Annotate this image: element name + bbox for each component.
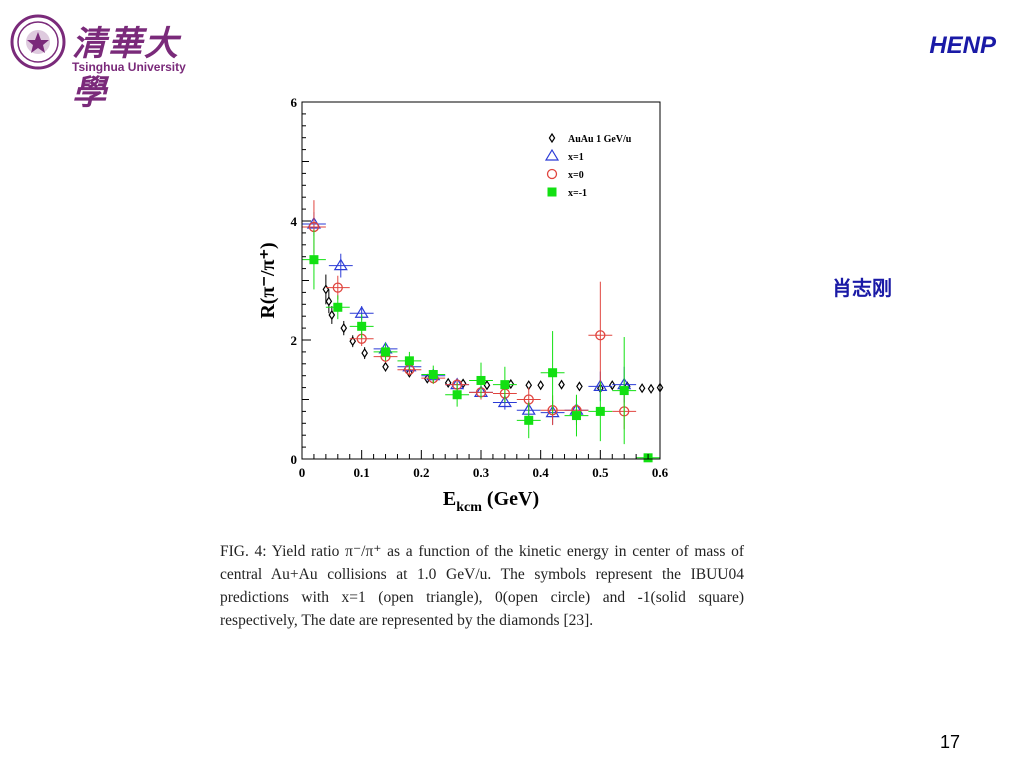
page-number: 17	[940, 732, 961, 752]
data-point	[397, 351, 422, 370]
square-marker	[404, 356, 414, 366]
diamond-marker	[638, 383, 646, 394]
series-square	[302, 229, 660, 463]
data-point	[537, 380, 544, 391]
data-point	[483, 380, 491, 391]
square-marker	[476, 375, 486, 385]
legend-label: x=-1	[568, 188, 587, 199]
diamond-marker	[340, 322, 348, 334]
header-tag: HENP	[929, 32, 996, 59]
diamond-marker	[382, 361, 389, 372]
y-tick-label: 6	[291, 95, 298, 110]
data-point	[382, 361, 389, 372]
data-point	[540, 331, 565, 415]
diamond-marker	[325, 296, 333, 307]
university-seal-icon	[10, 14, 66, 70]
x-tick-label: 0.5	[592, 465, 609, 480]
figure-caption: FIG. 4: Yield ratio π⁻/π⁺ as a function …	[220, 543, 744, 629]
square-marker	[571, 411, 581, 421]
data-point	[325, 289, 333, 314]
x-tick-label: 0.1	[354, 465, 370, 480]
x-tick-label: 0.2	[413, 465, 429, 480]
square-marker	[595, 406, 605, 416]
data-point	[421, 365, 446, 384]
diamond-marker	[647, 383, 655, 394]
diamond-marker	[558, 379, 565, 390]
circle-marker	[595, 330, 606, 341]
data-point	[608, 380, 616, 391]
diamond-marker	[328, 309, 336, 321]
legend-entry: x=0	[546, 168, 584, 181]
data-point	[373, 342, 398, 361]
tsinghua-logo: 清華大學 Tsinghua University	[8, 8, 208, 113]
square-marker	[309, 255, 319, 265]
y-tick-label: 4	[291, 214, 298, 229]
data-point	[638, 383, 646, 394]
author-name: 肖志刚	[832, 276, 892, 300]
triangle-marker	[333, 258, 348, 271]
logo-english-name: Tsinghua University	[72, 60, 186, 74]
triangle-marker	[497, 395, 512, 408]
data-point	[469, 362, 493, 399]
data-point	[576, 381, 583, 392]
square-marker	[452, 390, 462, 400]
square-marker	[548, 368, 558, 378]
data-point	[516, 402, 541, 439]
data-point	[325, 295, 350, 320]
y-tick-label: 0	[291, 452, 298, 467]
logo-chinese-name: 清華大學	[72, 24, 180, 113]
diamond-marker	[444, 377, 452, 388]
square-marker	[428, 370, 438, 380]
y-tick-label: 2	[291, 333, 298, 348]
data-point	[302, 229, 326, 290]
legend-entry: x=-1	[547, 187, 587, 199]
square-marker	[333, 302, 343, 312]
square-marker	[619, 386, 629, 396]
x-axis-label: Ekcm (GeV)	[443, 488, 539, 515]
data-point	[349, 314, 374, 339]
data-point	[445, 382, 470, 407]
square-marker	[357, 321, 367, 331]
data-point	[612, 337, 637, 445]
data-point	[349, 335, 357, 348]
data-point	[564, 394, 589, 437]
legend-entry: AuAu 1 GeV/u	[548, 132, 632, 145]
triangle-marker	[544, 148, 560, 161]
y-axis-label: R(π⁻/π⁺)	[257, 242, 279, 318]
data-point	[588, 281, 613, 389]
data-point	[492, 366, 517, 403]
square-marker	[500, 380, 510, 390]
circle-marker	[546, 168, 558, 180]
legend-label: AuAu 1 GeV/u	[568, 134, 632, 145]
square-marker	[381, 347, 391, 357]
data-point	[361, 347, 368, 360]
x-tick-label: 0	[299, 465, 306, 480]
diamond-marker	[548, 132, 556, 144]
series-triangle	[302, 212, 637, 425]
square-marker	[524, 415, 534, 425]
diamond-marker	[576, 381, 583, 392]
x-tick-label: 0.4	[533, 465, 550, 480]
data-point	[444, 377, 452, 388]
plot-frame	[301, 101, 661, 460]
diamond-marker	[361, 347, 368, 359]
data-point	[328, 253, 353, 278]
data-point	[340, 320, 348, 336]
diamond-marker	[537, 380, 544, 391]
legend-entry: x=1	[544, 148, 584, 163]
data-point	[588, 381, 613, 442]
x-tick-label: 0.3	[473, 465, 490, 480]
circle-marker	[332, 282, 343, 293]
data-point	[328, 306, 336, 324]
ratio-chart: 0 0.1 0.2 0.3 0.4 0.5 0.6 0 2 4 6 Ekcm (GeV) R(π⁻/π⁺…	[257, 95, 669, 515]
square-marker	[547, 187, 557, 197]
x-tick-label: 0.6	[652, 465, 669, 480]
data-point	[647, 383, 655, 394]
diamond-marker	[322, 284, 330, 295]
data-point	[558, 379, 565, 390]
legend-label: x=0	[568, 170, 584, 181]
diamond-marker	[608, 380, 616, 391]
series-diamond	[322, 274, 664, 394]
legend-label: x=1	[568, 152, 584, 163]
